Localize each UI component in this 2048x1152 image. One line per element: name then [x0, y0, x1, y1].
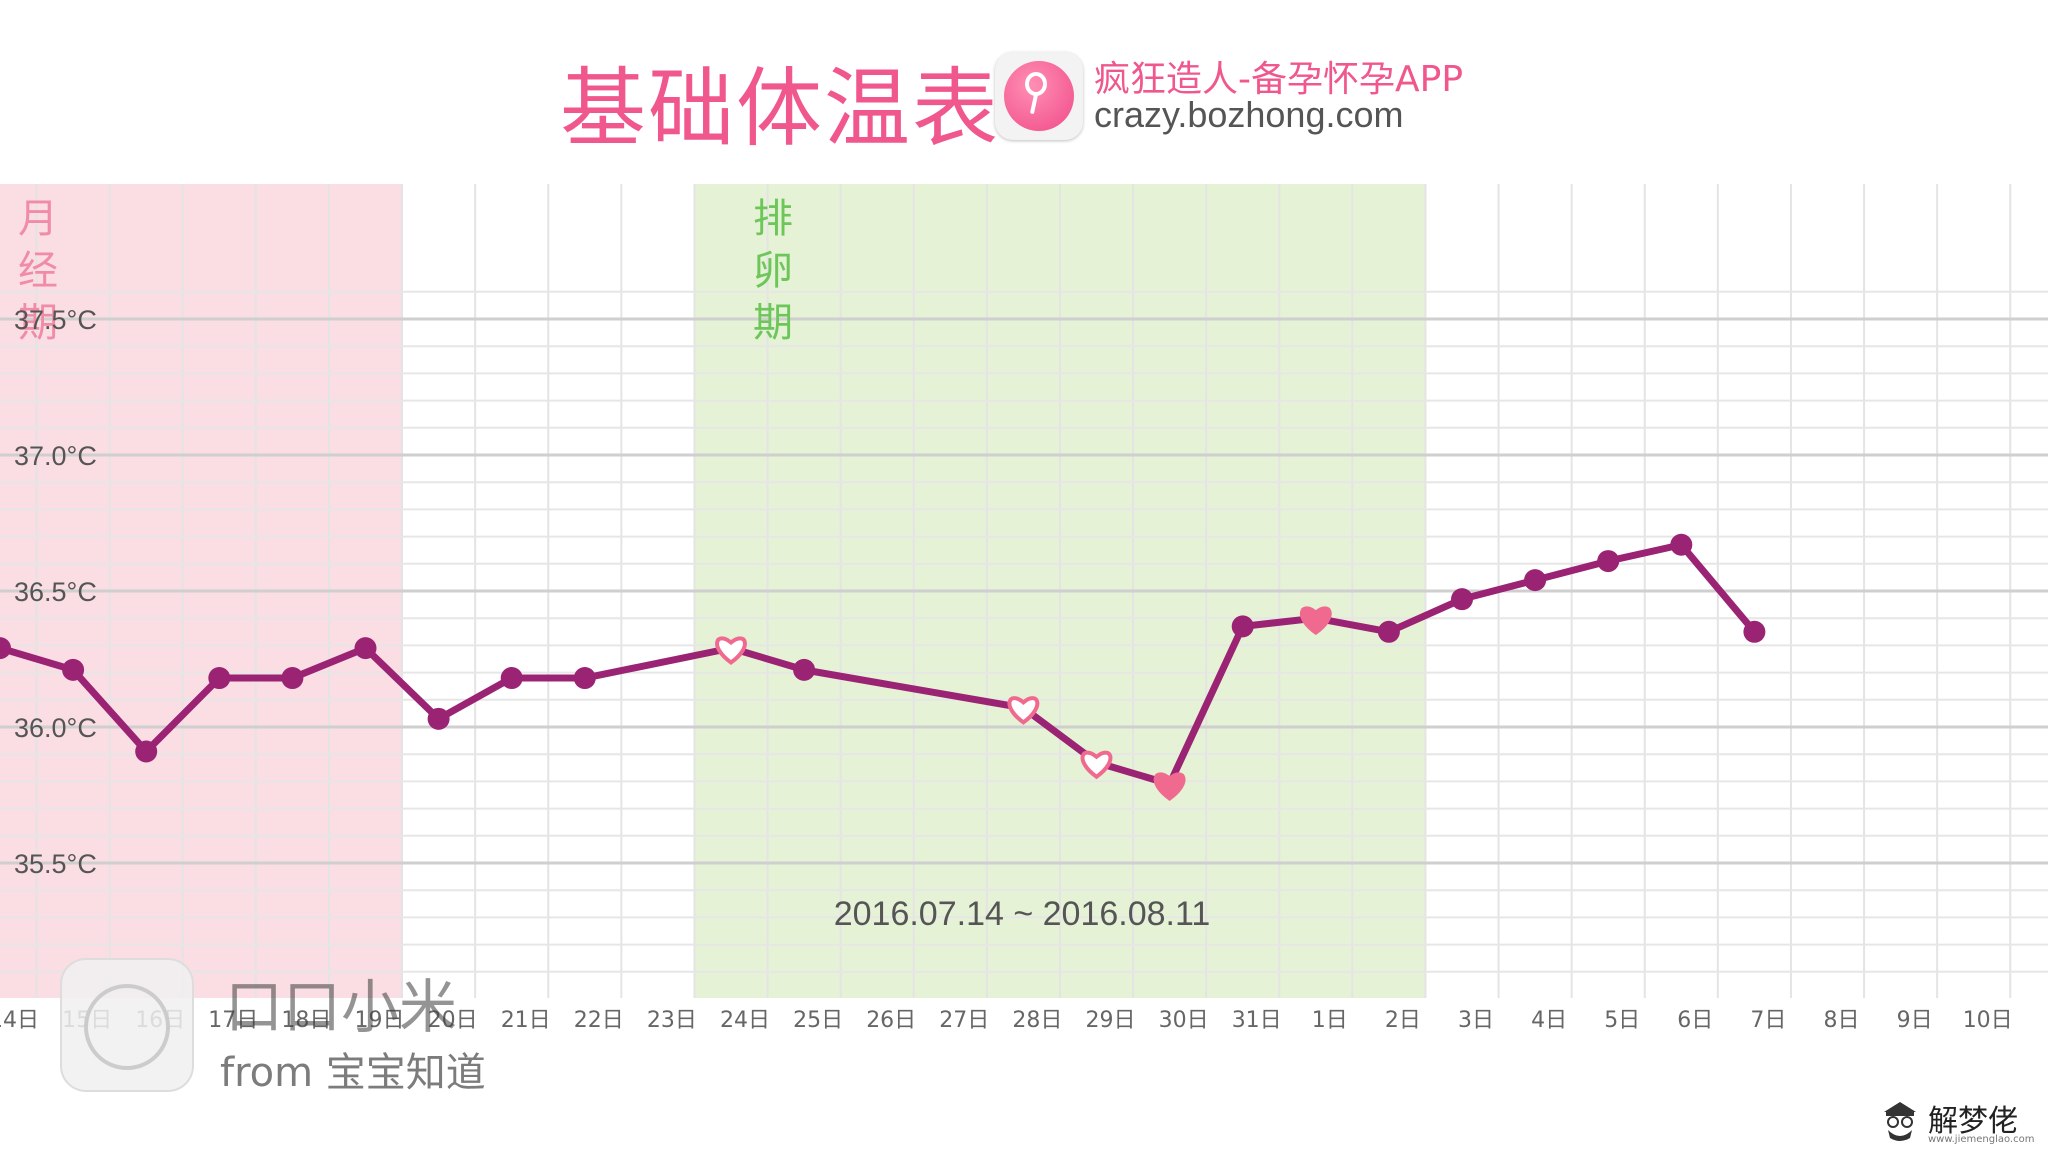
band-label-char: 期: [753, 300, 793, 346]
data-point: [208, 667, 231, 690]
baby-face-icon: [60, 958, 194, 1092]
data-point: [573, 667, 596, 690]
y-tick-label: 35.5°C: [14, 849, 97, 879]
x-tick-label: 14日: [0, 1008, 39, 1033]
y-tick-label: 36.5°C: [14, 577, 97, 607]
source-site: from 宝宝知道: [220, 1050, 486, 1096]
x-tick-label: 17日: [208, 1008, 258, 1033]
x-tick-label: 8日: [1824, 1008, 1860, 1033]
app-url: crazy.bozhong.com: [1094, 94, 1404, 135]
heart-filled-point: [1153, 772, 1186, 801]
app-name: 疯狂造人-备孕怀孕APP: [1094, 59, 1464, 100]
heart-outline-point: [1080, 750, 1113, 780]
data-point: [135, 740, 158, 763]
x-tick-label: 28日: [1012, 1008, 1062, 1033]
x-tick-label: 29日: [1086, 1008, 1136, 1033]
data-point: [1231, 615, 1254, 638]
date-range-label: 2016.07.14 ~ 2016.08.11: [834, 895, 1211, 933]
data-point: [1377, 620, 1400, 643]
x-tick-label: 6日: [1677, 1008, 1713, 1033]
data-point: [1743, 620, 1766, 643]
data-point: [1524, 569, 1547, 592]
data-point: [427, 707, 450, 730]
heart-outline-point: [715, 636, 747, 665]
x-tick-label: 31日: [1232, 1008, 1282, 1033]
detective-icon: [1884, 1102, 1916, 1141]
data-point: [793, 658, 816, 681]
x-tick-label: 3日: [1458, 1008, 1494, 1033]
band-label-char: 月: [18, 196, 58, 242]
x-tick-label: 4日: [1531, 1008, 1567, 1033]
x-tick-label: 7日: [1750, 1008, 1786, 1033]
y-tick-label: 36.0°C: [14, 713, 97, 743]
x-tick-label: 11: [2047, 1008, 2048, 1033]
band-label-char: 期: [18, 300, 58, 346]
x-tick-label: 24日: [720, 1008, 770, 1033]
x-tick-label: 26日: [866, 1008, 916, 1033]
x-tick-label: 10日: [1963, 1008, 2013, 1033]
data-point: [1597, 550, 1620, 573]
temperature-line: [0, 541, 1758, 788]
site-logo: 解梦佬 www.jiemenglao.com: [1880, 1092, 2040, 1148]
band-label-char: 排: [753, 196, 793, 242]
x-tick-label: 21日: [501, 1008, 551, 1033]
x-tick-label: 25日: [793, 1008, 843, 1033]
x-tick-label: 20日: [428, 1008, 478, 1033]
heart-outline-point: [1007, 696, 1040, 725]
x-tick-label: 23日: [647, 1008, 697, 1033]
x-tick-label: 30日: [1159, 1008, 1209, 1033]
band-label-1: 排卵期: [753, 196, 793, 346]
chart-header: 基础体温表 疯狂造人-备孕怀孕APP crazy.bozhong.com: [0, 0, 2048, 184]
data-point: [500, 667, 523, 690]
site-url: www.jiemenglao.com: [1928, 1134, 2035, 1145]
data-point: [281, 667, 304, 690]
x-tick-label: 9日: [1897, 1008, 1933, 1033]
data-point: [354, 637, 377, 660]
x-tick-label: 5日: [1604, 1008, 1640, 1033]
y-tick-label: 37.0°C: [14, 441, 97, 471]
x-tick-label: 22日: [574, 1008, 624, 1033]
x-tick-label: 1日: [1312, 1008, 1348, 1033]
chart-title: 基础体温表: [560, 59, 1000, 159]
x-tick-label: 2日: [1385, 1008, 1421, 1033]
data-point: [1451, 588, 1473, 611]
x-tick-label: 19日: [355, 1008, 405, 1033]
data-point: [62, 658, 85, 681]
source-author: 口口小米: [225, 973, 458, 1041]
app-logo-icon: [995, 52, 1083, 140]
x-tick-label: 18日: [281, 1008, 331, 1033]
site-name: 解梦佬: [1928, 1104, 2018, 1139]
data-point: [0, 637, 11, 660]
band-label-char: 经: [18, 248, 58, 294]
source-watermark: 口口小米 from 宝宝知道: [60, 958, 510, 1098]
band-label-char: 卵: [753, 248, 793, 294]
band-label-0: 月经期: [18, 196, 58, 346]
x-tick-label: 27日: [939, 1008, 989, 1033]
heart-filled-point: [1299, 606, 1332, 636]
y-tick-label: 37.5°C: [14, 305, 97, 335]
data-point: [1670, 533, 1693, 556]
